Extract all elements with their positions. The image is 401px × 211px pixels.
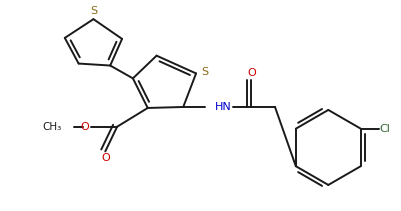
Text: CH₃: CH₃ — [43, 122, 62, 132]
Text: Cl: Cl — [379, 124, 389, 134]
Text: O: O — [81, 122, 89, 132]
Text: S: S — [200, 68, 208, 77]
Text: O: O — [246, 68, 255, 78]
Text: O: O — [101, 153, 109, 163]
Text: HN: HN — [214, 102, 231, 112]
Text: S: S — [90, 6, 97, 16]
